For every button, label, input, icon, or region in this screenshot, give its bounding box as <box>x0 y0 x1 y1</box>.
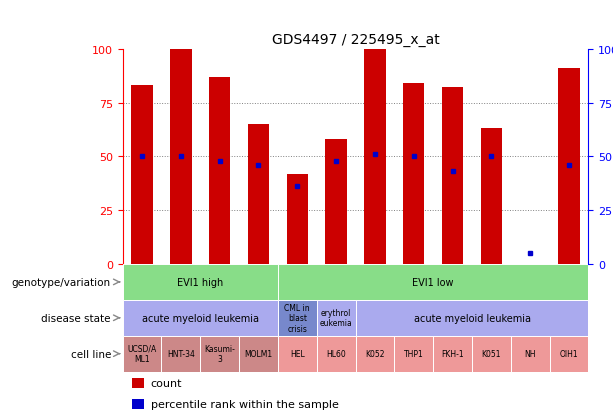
Bar <box>200 336 239 372</box>
Text: genotype/variation: genotype/variation <box>12 277 111 287</box>
Text: EVI1 low: EVI1 low <box>413 277 454 287</box>
Text: cell line: cell line <box>70 349 111 359</box>
Text: MOLM1: MOLM1 <box>245 349 273 358</box>
Bar <box>132 399 143 409</box>
Bar <box>239 336 278 372</box>
Text: NH: NH <box>525 349 536 358</box>
Bar <box>403 84 424 264</box>
Bar <box>442 88 463 264</box>
Text: acute myeloid leukemia: acute myeloid leukemia <box>142 313 259 323</box>
Text: HEL: HEL <box>290 349 305 358</box>
Bar <box>394 336 433 372</box>
Text: Kasumi-
3: Kasumi- 3 <box>204 344 235 363</box>
Bar <box>317 300 356 336</box>
Text: FKH-1: FKH-1 <box>441 349 464 358</box>
Text: HNT-34: HNT-34 <box>167 349 195 358</box>
Text: OIH1: OIH1 <box>560 349 579 358</box>
Text: disease state: disease state <box>42 313 111 323</box>
Bar <box>511 336 550 372</box>
Text: EVI1 high: EVI1 high <box>177 277 223 287</box>
Bar <box>550 336 588 372</box>
Text: THP1: THP1 <box>404 349 424 358</box>
Title: GDS4497 / 225495_x_at: GDS4497 / 225495_x_at <box>272 33 440 47</box>
Bar <box>278 300 317 336</box>
Bar <box>131 86 153 264</box>
Bar <box>326 140 347 264</box>
Text: K051: K051 <box>482 349 501 358</box>
Bar <box>287 174 308 264</box>
Bar <box>278 336 317 372</box>
Bar <box>209 78 230 264</box>
Bar <box>123 300 278 336</box>
Bar <box>481 129 502 264</box>
Bar <box>132 378 143 388</box>
Text: acute myeloid leukemia: acute myeloid leukemia <box>414 313 530 323</box>
Text: count: count <box>151 378 182 388</box>
Text: CML in
blast
crisis: CML in blast crisis <box>284 303 310 333</box>
Bar <box>161 336 200 372</box>
Text: erythrol
eukemia: erythrol eukemia <box>320 309 352 328</box>
Bar <box>317 336 356 372</box>
Bar <box>123 336 161 372</box>
Bar <box>170 50 191 264</box>
Bar <box>472 336 511 372</box>
Bar <box>364 50 386 264</box>
Bar <box>356 336 394 372</box>
Bar <box>123 264 278 300</box>
Bar <box>278 264 588 300</box>
Bar <box>433 336 472 372</box>
Text: UCSD/A
ML1: UCSD/A ML1 <box>128 344 157 363</box>
Bar <box>558 69 580 264</box>
Text: percentile rank within the sample: percentile rank within the sample <box>151 399 338 409</box>
Text: K052: K052 <box>365 349 385 358</box>
Bar <box>248 125 269 264</box>
Text: HL60: HL60 <box>326 349 346 358</box>
Bar <box>356 300 588 336</box>
